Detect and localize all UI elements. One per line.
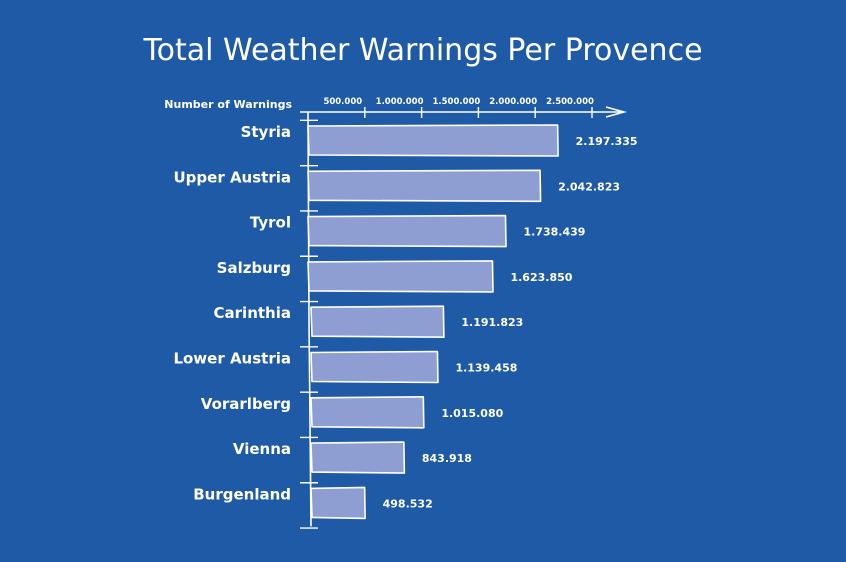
category-label: Carinthia — [214, 304, 291, 322]
bar — [310, 441, 406, 474]
bar — [310, 350, 439, 384]
value-label: 843.918 — [422, 452, 472, 465]
chart-title: Total Weather Warnings Per Provence — [142, 33, 702, 68]
category-label: Styria — [241, 123, 291, 141]
category-label: Lower Austria — [173, 350, 291, 368]
value-label: 2.197.335 — [576, 135, 638, 148]
bar — [310, 396, 425, 429]
value-label: 1.191.823 — [461, 316, 523, 329]
x-tick-label: 500.000 — [323, 97, 362, 107]
value-label: 1.015.080 — [441, 407, 503, 420]
bar — [307, 124, 559, 157]
category-label: Burgenland — [193, 485, 291, 503]
value-label: 1.738.439 — [523, 226, 585, 239]
x-tick-label: 1.500.000 — [432, 97, 480, 107]
value-label: 1.623.850 — [510, 271, 572, 284]
bar — [307, 260, 494, 293]
category-label: Upper Austria — [174, 168, 292, 186]
value-label: 1.139.458 — [455, 362, 517, 375]
x-axis-arrow — [605, 106, 627, 118]
category-label: Vorarlberg — [201, 395, 291, 413]
x-tick-label: 2.000.000 — [489, 97, 537, 107]
bar — [310, 305, 445, 338]
x-axis-title: Number of Warnings — [164, 98, 292, 111]
bar — [310, 486, 366, 520]
category-label: Salzburg — [217, 259, 291, 277]
value-label: 498.532 — [383, 497, 433, 510]
bar — [307, 214, 507, 248]
value-label: 2.042.823 — [558, 180, 620, 193]
bar — [307, 169, 542, 203]
category-label: Vienna — [233, 440, 291, 458]
x-tick-label: 1.000.000 — [376, 97, 424, 107]
x-tick-label: 2.500.000 — [546, 97, 594, 107]
bar-series: Styria 2.197.335 Upper Austria 2.042.823 Tyr… — [173, 123, 638, 520]
category-label: Tyrol — [250, 214, 291, 232]
x-axis-ticks: 500.000 1.000.000 1.500.000 2.000.000 2.500.… — [323, 97, 594, 118]
